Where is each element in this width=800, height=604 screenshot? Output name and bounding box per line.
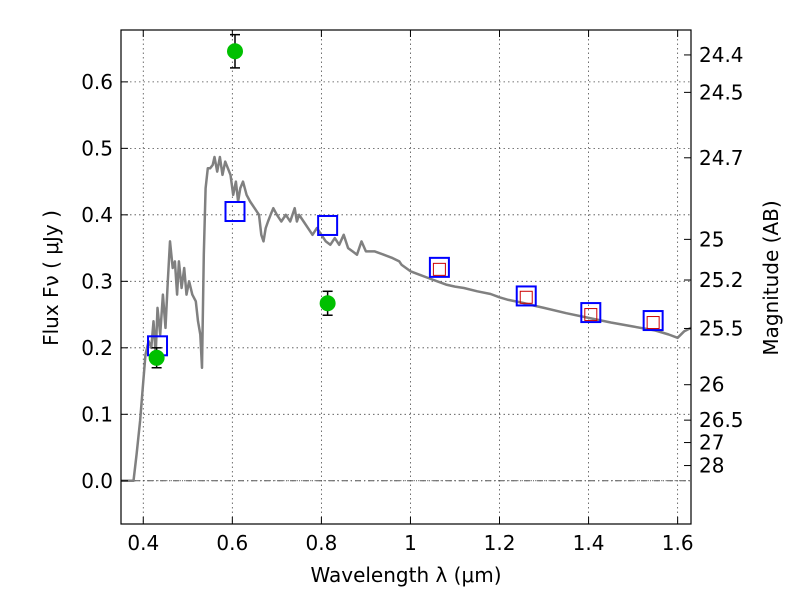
magnitude-tick-label: 26.5 [699,408,744,432]
magnitude-tick-label: 27 [699,431,724,455]
magnitude-tick-label: 25.2 [699,268,744,292]
y-tick-label: 0.5 [81,136,113,160]
x-tick-label: 0.4 [127,531,159,555]
model-band-flux-square [580,302,602,324]
model-band-flux-square [224,201,246,223]
x-tick-label: 1.2 [484,531,516,555]
model-band-flux-square [642,310,664,332]
magnitude-tick-label: 25 [699,227,724,251]
magnitude-tick-label: 24.5 [699,80,744,104]
x-axis-ticks: 0.4 0.6 0.8 1 1.2 1.4 1.6 [127,30,694,555]
x-tick-label: 0.8 [305,531,337,555]
y-tick-label: 0.1 [81,402,113,426]
observed-flux-point [319,295,336,312]
magnitude-tick-label: 26 [699,373,724,397]
y-tick-label: 0.2 [81,336,113,360]
magnitude-axis-label: Magnitude (AB) [759,200,783,355]
model-band-flux-squares [147,201,664,357]
model-band-flux-square-red [646,316,660,330]
y-tick-label: 0.0 [81,469,113,493]
observed-flux-point [148,349,165,366]
y-axis-ticks: 0.0 0.1 0.2 0.3 0.4 0.5 0.6 [81,70,128,493]
magnitude-tick-label: 28 [699,454,724,478]
y-tick-label: 0.3 [81,269,113,293]
observed-flux-points [148,33,336,369]
model-band-flux-squares-red [432,262,660,330]
observed-flux-point [227,43,243,60]
x-tick-label: 0.6 [216,531,248,555]
model-band-flux-square-red [584,308,598,322]
magnitude-tick-label: 25.5 [699,316,744,340]
magnitude-tick-label: 24.7 [699,146,744,170]
model-band-flux-square [428,256,450,278]
y-axis-label: Flux Fν ( μJy ) [39,210,63,346]
y-tick-label: 0.6 [81,70,113,94]
model-band-flux-square-red [519,290,533,304]
x-axis-label: Wavelength λ (μm) [310,563,501,587]
grid-lines [121,30,691,524]
y-tick-label: 0.4 [81,203,113,227]
plot-frame [120,29,692,525]
model-spectrum-line [121,155,692,483]
model-band-flux-square [317,214,339,236]
model-band-flux-square-red [432,262,446,276]
magnitude-tick-label: 24.4 [699,43,744,67]
x-tick-label: 1.4 [573,531,605,555]
x-tick-label: 1 [404,531,417,555]
x-tick-label: 1.6 [662,531,694,555]
model-band-flux-square [515,285,537,307]
